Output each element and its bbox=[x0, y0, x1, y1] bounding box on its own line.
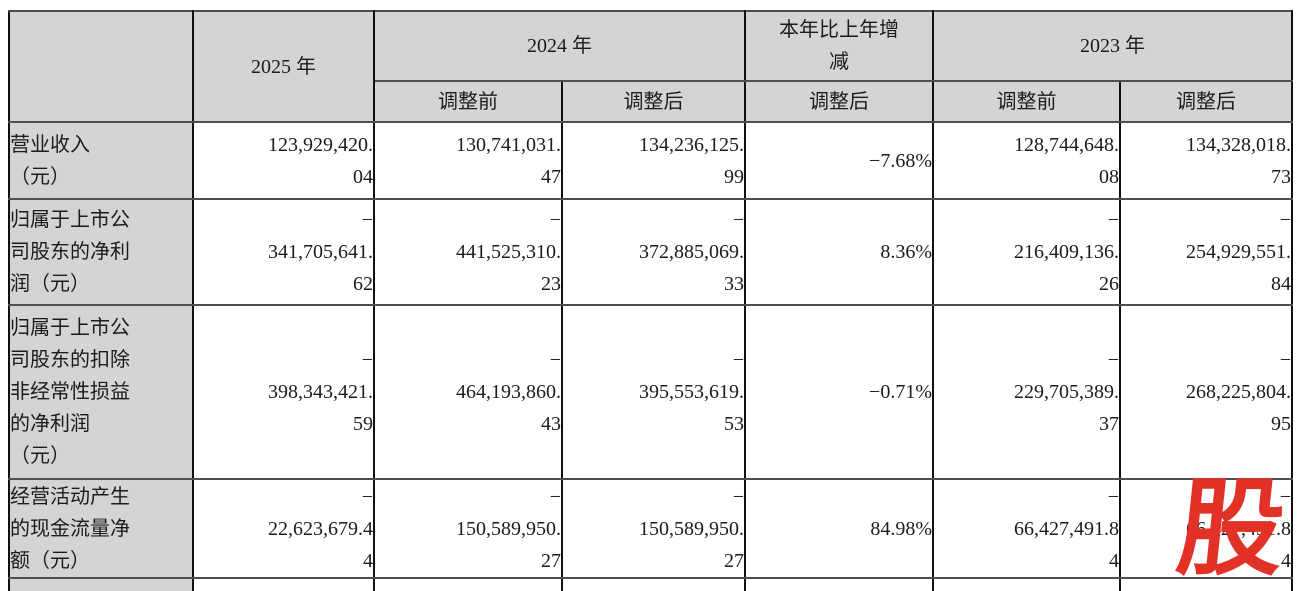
subheader-change-after-adjustment: 调整后 bbox=[744, 80, 934, 123]
cell-net-profit-2023-before: − 216,409,136. 26 bbox=[932, 198, 1121, 306]
cell-cash-flow-2024-before: − 150,589,950. 27 bbox=[373, 478, 563, 579]
table-row-net-profit-excl-nonrecurring: 归属于上市公 司股东的扣除 非经常性损益 的净利润 （元） − 398,343,… bbox=[8, 304, 1293, 480]
cell-revenue-2024-after: 134,236,125. 99 bbox=[561, 121, 746, 200]
header-change-vs-prior-year: 本年比上年增 减 bbox=[744, 10, 934, 82]
cell-net-profit-2023-after: − 254,929,551. 84 bbox=[1119, 198, 1293, 306]
cell-revenue-2025: 123,929,420. 04 bbox=[192, 121, 375, 200]
financial-key-data-table: 2025 年 2024 年 本年比上年增 减 2023 年 调整前 调整后 调整… bbox=[8, 10, 1293, 591]
subheader-2023-after-adjustment: 调整后 bbox=[1119, 80, 1293, 123]
cell-cash-flow-2025: − 22,623,679.4 4 bbox=[192, 478, 375, 579]
header-year-2025: 2025 年 bbox=[192, 10, 375, 123]
cell-net-profit-2025: − 341,705,641. 62 bbox=[192, 198, 375, 306]
cell-excl-2023-before: − 229,705,389. 37 bbox=[932, 304, 1121, 480]
row-label-revenue: 营业收入 （元） bbox=[8, 121, 194, 200]
cell-excl-2024-after: − 395,553,619. 53 bbox=[561, 304, 746, 480]
subheader-2024-after-adjustment: 调整后 bbox=[561, 80, 746, 123]
table-row-partial-cutoff bbox=[8, 577, 1293, 591]
subheader-2024-before-adjustment: 调整前 bbox=[373, 80, 563, 123]
cell-cash-flow-2023-after: − 66,427,491.8 4 bbox=[1119, 478, 1293, 579]
header-row-years: 2025 年 2024 年 本年比上年增 减 2023 年 bbox=[8, 10, 1293, 123]
header-row-adjustments: 调整前 调整后 调整后 调整前 调整后 bbox=[9, 80, 1293, 123]
cell-revenue-2023-after: 134,328,018. 73 bbox=[1119, 121, 1293, 200]
row-label-operating-cash-flow: 经营活动产生 的现金流量净 额（元） bbox=[8, 478, 194, 579]
cell-revenue-2024-before: 130,741,031. 47 bbox=[373, 121, 563, 200]
cell-net-profit-change: 8.36% bbox=[744, 198, 934, 306]
table-row-operating-cash-flow: 经营活动产生 的现金流量净 额（元） − 22,623,679.4 4 − 15… bbox=[8, 478, 1293, 579]
corner-header-cell bbox=[8, 10, 194, 123]
header-year-2023: 2023 年 bbox=[932, 10, 1293, 82]
cell-excl-2023-after: − 268,225,804. 95 bbox=[1119, 304, 1293, 480]
subheader-2023-before-adjustment: 调整前 bbox=[932, 80, 1121, 123]
table-row-revenue: 营业收入 （元） 123,929,420. 04 130,741,031. 47… bbox=[8, 121, 1293, 200]
cell-revenue-change: −7.68% bbox=[744, 121, 934, 200]
row-label-net-profit-excl-nonrecurring: 归属于上市公 司股东的扣除 非经常性损益 的净利润 （元） bbox=[8, 304, 194, 480]
table-row-net-profit: 归属于上市公 司股东的净利 润（元） − 341,705,641. 62 − 4… bbox=[8, 198, 1293, 306]
cell-excl-2024-before: − 464,193,860. 43 bbox=[373, 304, 563, 480]
header-year-2024: 2024 年 bbox=[373, 10, 746, 82]
partial-row-label-cell bbox=[8, 577, 194, 591]
cell-cash-flow-change: 84.98% bbox=[744, 478, 934, 579]
cell-net-profit-2024-after: − 372,885,069. 33 bbox=[561, 198, 746, 306]
cell-excl-2025: − 398,343,421. 59 bbox=[192, 304, 375, 480]
cell-excl-change: −0.71% bbox=[744, 304, 934, 480]
cell-revenue-2023-before: 128,744,648. 08 bbox=[932, 121, 1121, 200]
row-label-net-profit: 归属于上市公 司股东的净利 润（元） bbox=[8, 198, 194, 306]
cell-cash-flow-2023-before: − 66,427,491.8 4 bbox=[932, 478, 1121, 579]
cell-net-profit-2024-before: − 441,525,310. 23 bbox=[373, 198, 563, 306]
cell-cash-flow-2024-after: − 150,589,950. 27 bbox=[561, 478, 746, 579]
